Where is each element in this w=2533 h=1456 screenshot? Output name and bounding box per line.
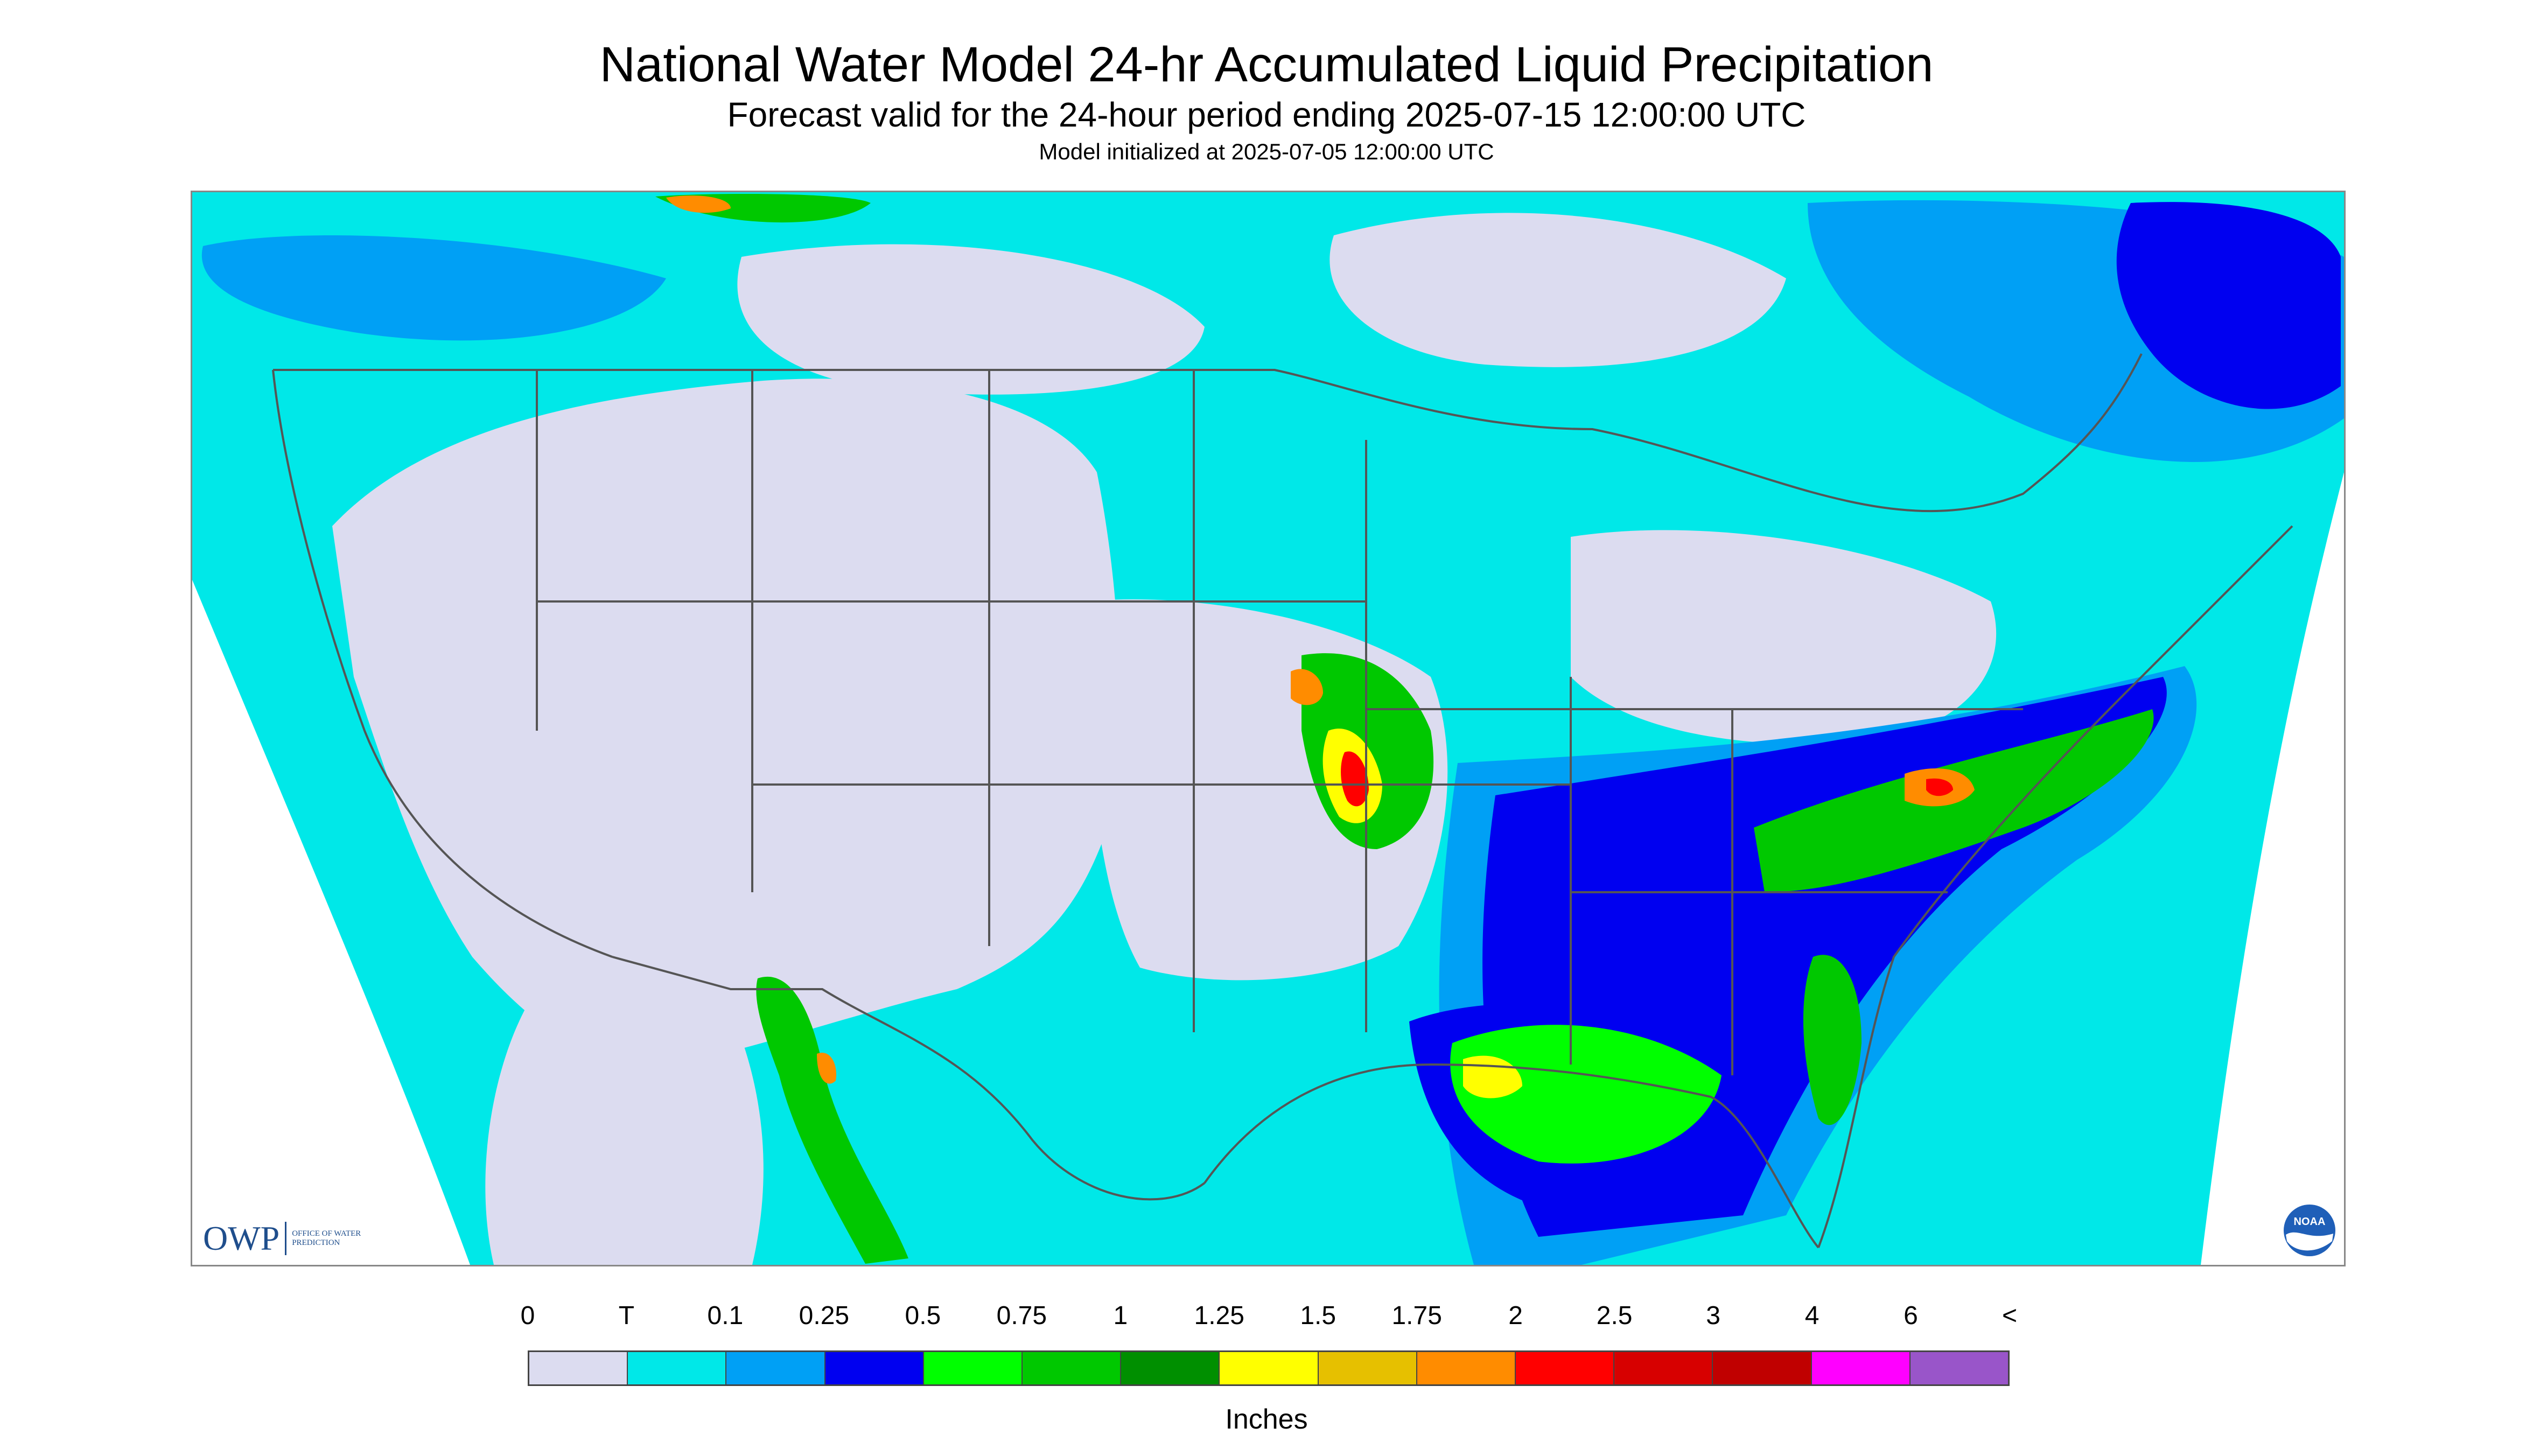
legend-label: 1.25 [1194,1301,1244,1330]
legend-label: 0 [520,1301,535,1330]
legend-label: 3 [1706,1301,1720,1330]
owp-logo-divider [285,1222,287,1255]
us-canada-border [273,353,2143,513]
legend-label: < [2002,1301,2018,1330]
extreme-core-iowa [1291,669,1323,705]
heavy-area-florida [1803,955,1862,1125]
legend-label: 1.5 [1300,1301,1337,1330]
heavy-area-gulfcoast [1450,1025,1722,1164]
dry-area-great-lakes [1571,530,1997,744]
extreme-core-north [666,195,731,213]
dry-area-west [332,379,1119,1067]
west-coast [272,369,613,958]
east-coast [1817,525,2293,1248]
map-title: National Water Model 24-hr Accumulated L… [599,37,1934,92]
us-mexico-border [612,956,1206,1201]
legend-label: 4 [1804,1301,1820,1330]
legend-swatch [1713,1352,1812,1384]
legend-swatch [1910,1352,2009,1384]
map-subtitle: Forecast valid for the 24-hour period en… [727,95,1806,134]
legend-label: 0.25 [799,1301,850,1330]
noaa-logo: NOAA [2284,1205,2335,1256]
extreme-core-northeast-red [1926,778,1953,796]
extreme-core-missouri-red [1341,751,1369,807]
owp-logo: OWP OFFICE OF WATER PREDICTION [203,1219,367,1258]
legend-swatch [529,1352,628,1384]
legend-swatch [1121,1352,1220,1384]
legend-swatch [1417,1352,1516,1384]
legend-swatch [628,1352,727,1384]
legend-label: 6 [1904,1301,1918,1330]
legend-swatch [1023,1352,1122,1384]
precipitation-map: OWP OFFICE OF WATER PREDICTION NOAA [191,191,2346,1266]
legend-swatch [1516,1352,1615,1384]
heavy-area-mexico [756,976,908,1264]
legend-labels: 0 T 0.1 0.25 0.5 0.75 1 1.25 1.5 1.75 2 2.5 3 4 6 < [0,1301,2533,1339]
legend-label: T [618,1301,635,1330]
owp-logo-text: OWP [203,1219,280,1257]
legend-label: 2 [1508,1301,1523,1330]
legend-swatch [726,1352,825,1384]
noaa-logo-wave [2286,1232,2333,1251]
legend-units: Inches [1225,1404,1308,1435]
map-canvas [192,192,2344,1265]
dry-area-north [737,244,1205,395]
moderate-area-canada [2116,202,2341,409]
legend-swatch [923,1352,1023,1384]
legend-label: 0.1 [707,1301,744,1330]
light-band-northwest [201,235,666,341]
legend-swatch [1220,1352,1319,1384]
extreme-core-mexico [817,1053,836,1084]
model-init-text: Model initialized at 2025-07-05 12:00:00… [1039,139,1494,164]
gulf-coast [1203,1063,1820,1249]
owp-logo-subtext: OFFICE OF WATER PREDICTION [292,1229,361,1247]
legend-swatch [1318,1352,1417,1384]
legend-swatch [825,1352,924,1384]
noaa-logo-text: NOAA [2294,1216,2326,1228]
legend-swatch [1811,1352,1911,1384]
legend-label: 1 [1113,1301,1128,1330]
legend-colorbar [528,1350,2010,1386]
legend-label: 2.5 [1596,1301,1633,1330]
legend-label: 0.75 [996,1301,1047,1330]
legend-label: 1.75 [1391,1301,1442,1330]
map-boundaries [272,353,2293,1249]
dry-area-canada-east [1330,213,1786,367]
legend-swatch [1614,1352,1713,1384]
legend-label: 0.5 [905,1301,941,1330]
dry-area-southwest [485,970,764,1265]
